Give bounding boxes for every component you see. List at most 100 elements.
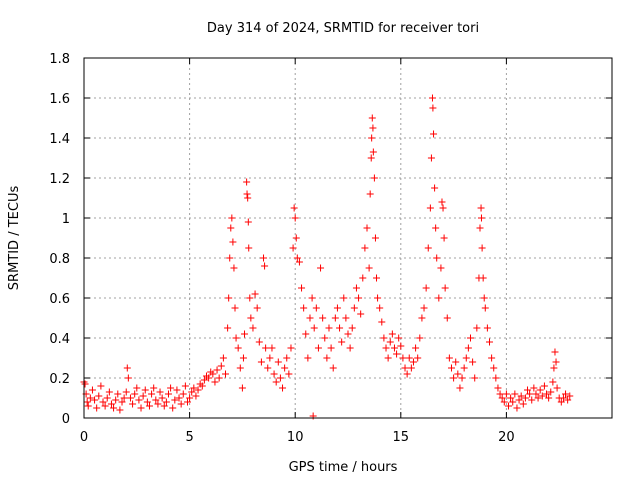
data-point [464,344,472,352]
data-point [139,392,147,400]
data-point [162,398,170,406]
data-point [363,224,371,232]
data-point [317,264,325,272]
data-point [105,388,113,396]
data-point [319,314,327,322]
data-point [418,314,426,322]
data-point [268,344,276,352]
data-point [355,294,363,302]
data-point [352,284,360,292]
x-tick-label: 0 [80,430,88,445]
data-point [325,324,333,332]
data-point [483,324,491,332]
y-tick-label: 1.2 [49,172,70,187]
data-point [95,392,103,400]
data-point [553,384,561,392]
data-point [447,364,455,372]
data-point [81,380,89,388]
data-point [479,274,487,282]
data-point [460,364,468,372]
data-point [545,394,553,402]
data-point [378,318,386,326]
data-point [477,204,485,212]
data-point [131,390,139,398]
y-axis-label: SRMTID / TECUs [7,186,22,291]
data-point [246,294,254,302]
data-point [156,388,164,396]
data-point [226,254,234,262]
data-point [477,214,485,222]
data-point [123,364,131,372]
data-point [543,390,551,398]
data-point [181,382,189,390]
data-point [429,104,437,112]
data-point [225,294,233,302]
data-point [186,394,194,402]
data-point [494,384,502,392]
data-point [441,284,449,292]
data-point [118,398,126,406]
data-point [183,398,191,406]
data-point [101,402,109,410]
data-point [401,364,409,372]
data-point [462,354,470,362]
data-point [376,304,384,312]
data-point [150,384,158,392]
data-point [340,294,348,302]
data-point [551,348,559,356]
data-point [148,390,156,398]
data-point [306,314,314,322]
data-point [562,390,570,398]
data-point [481,304,489,312]
data-point [393,350,401,358]
data-point [141,386,149,394]
data-point [536,386,544,394]
data-point [270,370,278,378]
data-point [293,254,301,262]
data-point [399,354,407,362]
x-axis-label: GPS time / hours [289,460,398,475]
data-point [228,214,236,222]
data-point [426,204,434,212]
data-point [519,400,527,408]
data-point [431,184,439,192]
data-point [366,190,374,198]
data-point [83,398,91,406]
data-point [224,324,232,332]
data-point [227,224,235,232]
x-tick-label: 10 [287,430,304,445]
data-point [217,362,225,370]
data-point [238,384,246,392]
data-point [374,294,382,302]
data-point [438,198,446,206]
data-point [188,388,196,396]
data-point [359,274,367,282]
data-point [528,396,536,404]
data-point [490,364,498,372]
data-point [209,370,217,378]
data-point [257,358,265,366]
y-tick-label: 1.4 [49,132,70,147]
data-point [369,148,377,156]
data-point [382,344,390,352]
data-point [167,384,175,392]
data-point [314,344,322,352]
data-point [414,354,422,362]
data-point [538,392,546,400]
data-point [517,392,525,400]
data-point [549,378,557,386]
data-point [557,398,565,406]
data-point [368,134,376,142]
data-point [129,400,137,408]
data-point [122,388,130,396]
data-point [513,404,521,412]
data-point [190,384,198,392]
data-point [432,224,440,232]
data-point [454,370,462,378]
data-point [437,264,445,272]
data-point [505,402,513,410]
plot-frame [83,57,613,419]
data-point [295,258,303,266]
data-point [407,364,415,372]
axis-ticks: 0 0.2 0.4 0.6 0.8 1 1.2 1.4 1.6 1.8 0 5 10 15 20 [49,52,612,445]
